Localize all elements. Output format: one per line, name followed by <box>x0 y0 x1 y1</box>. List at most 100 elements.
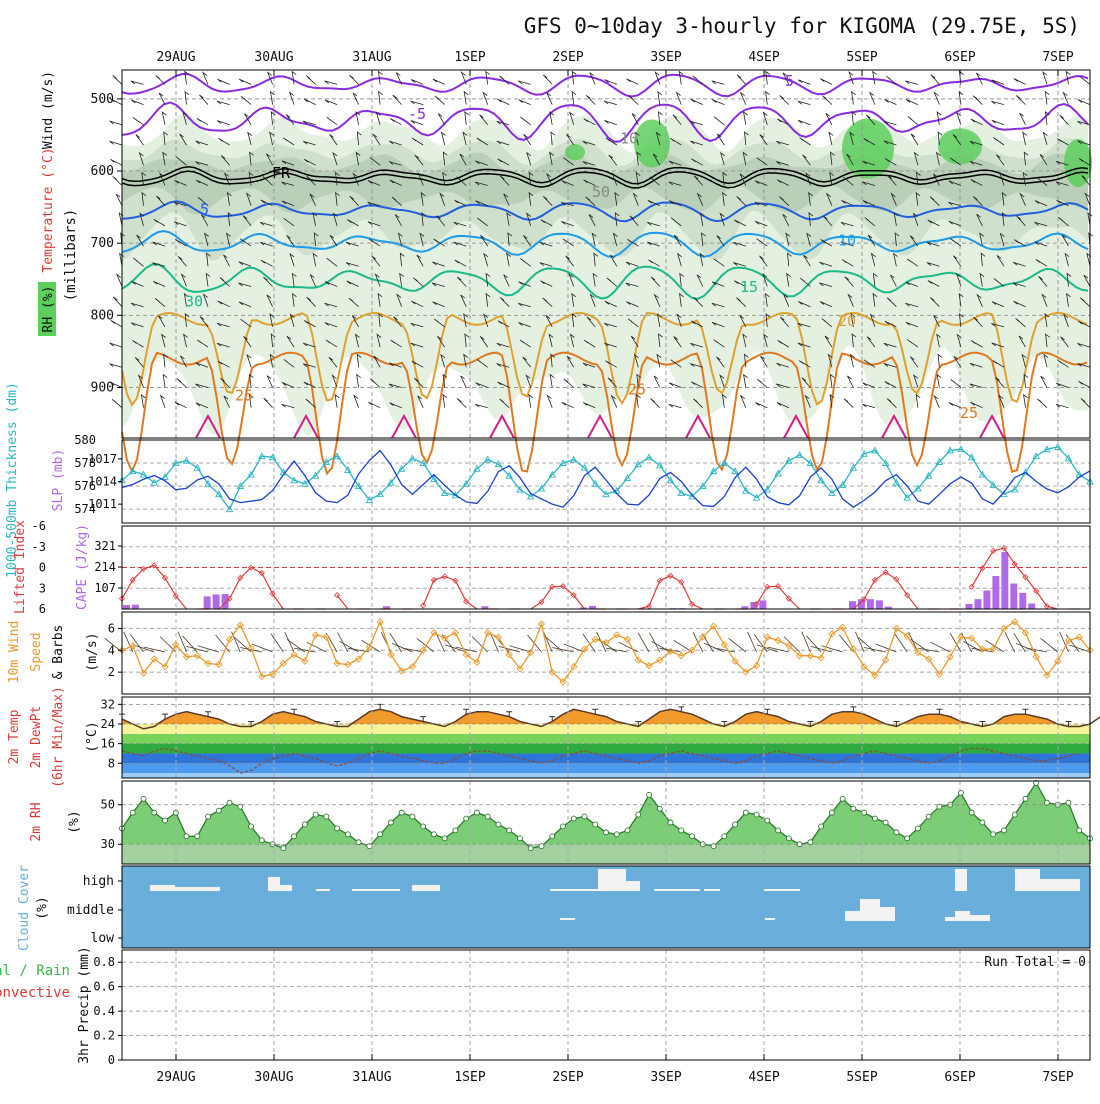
lifted-index-point <box>1011 560 1018 568</box>
wind-barb <box>411 137 424 146</box>
date-label-top: 31AUG <box>352 50 391 65</box>
cape-bar <box>1019 592 1027 609</box>
wind-barb <box>776 402 789 409</box>
wind-barb <box>907 339 919 348</box>
wind-barb <box>163 131 168 146</box>
wind-barb <box>883 120 897 126</box>
wind-barb <box>291 292 297 307</box>
isotherm-minus5-lower <box>121 101 1089 143</box>
wind-barb <box>217 360 230 368</box>
thickness-series-point <box>516 485 524 493</box>
wind-barb <box>569 333 575 348</box>
wind-barb <box>523 133 532 146</box>
wind-barb <box>679 272 685 287</box>
wind-barb <box>562 238 574 247</box>
thickness-series-point <box>365 496 374 503</box>
wind-barb <box>797 342 811 348</box>
wind-barb <box>281 382 295 388</box>
wind-barb <box>956 273 962 287</box>
contour-label: 20 <box>838 312 856 330</box>
wind-speed-series-point <box>903 632 911 640</box>
wind-speed-series-point <box>828 630 836 638</box>
lifted-index-point <box>226 595 233 602</box>
wind-barb <box>970 118 983 126</box>
wind-barb <box>927 219 940 227</box>
temp-color-band <box>122 743 1090 754</box>
wind-barb <box>736 196 747 206</box>
wind-barb <box>851 90 856 105</box>
surface-wind-barb <box>293 647 316 653</box>
wind-barb <box>756 238 768 247</box>
cloud-high-bar <box>598 869 626 891</box>
rh-series-point <box>420 823 427 830</box>
wind-barb <box>392 94 402 105</box>
wind-barb <box>862 382 876 388</box>
wind-barb <box>352 92 359 105</box>
thickness-series-point <box>935 457 944 465</box>
lifted-index-series <box>638 575 704 610</box>
wind-barb <box>948 180 962 186</box>
wind-barb <box>378 313 384 327</box>
wind-barb <box>905 281 919 287</box>
temp-max-whisker <box>506 711 513 717</box>
wind-barb <box>631 113 639 125</box>
wind-barb <box>480 234 489 247</box>
wind-barb <box>692 75 704 85</box>
wind-barb <box>722 171 728 186</box>
wind-barb <box>477 217 488 227</box>
wind-barb <box>690 140 703 146</box>
wind-barb <box>690 363 703 368</box>
rh-series-point <box>624 827 631 834</box>
rh-axis-label: RH (%) <box>41 286 56 333</box>
wind-barb <box>799 137 811 146</box>
wind-speed-series-point <box>527 648 535 657</box>
wind-speed-series-point <box>699 633 707 641</box>
rh-series-point <box>1001 827 1007 834</box>
wind-barb <box>569 111 575 125</box>
rh-series-point <box>215 807 222 814</box>
wind-barb <box>281 160 295 166</box>
wind-barb <box>779 316 790 328</box>
thickness-series-point <box>656 461 664 469</box>
date-label-bottom: 1SEP <box>454 1070 485 1085</box>
wind-barb <box>819 261 833 267</box>
wind-barb <box>216 342 230 348</box>
wind-barb <box>958 292 964 307</box>
wind-barb <box>1077 363 1091 368</box>
wind-barb <box>152 262 166 267</box>
wind-barb <box>765 90 770 105</box>
wind-barb <box>313 232 319 247</box>
temp-max-whisker <box>764 708 771 715</box>
wind-barb <box>657 111 663 125</box>
wind-barb <box>497 381 510 388</box>
rh-series-point <box>463 815 470 822</box>
rh-series-point <box>237 803 244 810</box>
wind-barb <box>905 80 919 85</box>
wind-barb <box>865 114 876 126</box>
wind-barb <box>302 363 316 368</box>
wind-barb <box>736 297 747 307</box>
lifted-index-series <box>121 564 187 610</box>
wind-barb <box>291 70 297 85</box>
wind-speed-series-point <box>871 671 879 680</box>
wind-barb <box>609 254 618 267</box>
cloud-high-bar <box>1040 879 1080 891</box>
wind-barb <box>1035 259 1048 267</box>
wind-barb <box>281 200 295 207</box>
thickness-series-point <box>473 464 481 472</box>
slp-axis-label: SLP (mb) <box>51 449 66 512</box>
surface-wind-barb <box>651 640 671 653</box>
rh-high-patch <box>565 144 585 161</box>
precip-panel-frame <box>121 949 1091 1061</box>
wind-speed-series-point <box>451 629 460 637</box>
wind-barb <box>110 98 123 105</box>
wind-barb <box>496 363 510 368</box>
wind-barb <box>182 111 188 125</box>
wind-barb <box>803 254 811 267</box>
wind-barb <box>259 241 273 247</box>
wind-barb <box>161 111 167 125</box>
cape-bar <box>589 605 597 609</box>
wind-barb <box>155 75 166 85</box>
wind-barb <box>440 353 446 368</box>
wind-barb <box>482 91 489 105</box>
